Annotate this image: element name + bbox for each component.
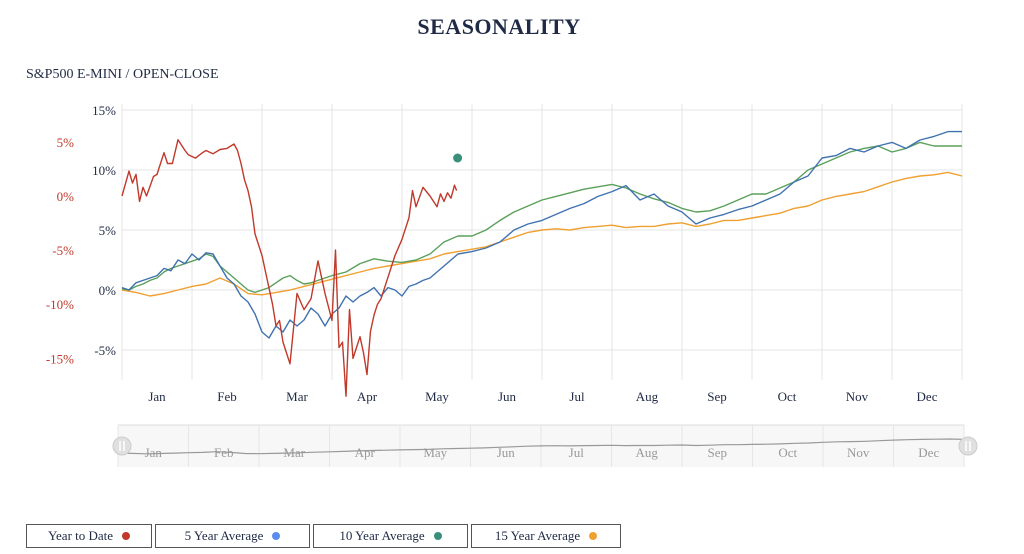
series-line-year-to-date <box>121 139 458 397</box>
legend-item-year-to-date[interactable]: Year to Date <box>26 524 152 548</box>
legend-item-10-year-average[interactable]: 10 Year Average <box>313 524 468 548</box>
navigator-month-label: Jul <box>569 445 585 460</box>
series-line-15-year-average <box>121 171 963 297</box>
right-axis-tick: 10% <box>92 163 116 178</box>
navigator-month-label: Jun <box>497 445 516 460</box>
navigator-month-label: May <box>423 445 447 460</box>
navigator-right-handle[interactable] <box>958 436 978 456</box>
month-axis: Jan Feb Mar Apr May Jun Jul Aug Sep Oct Nov Dec <box>148 389 937 404</box>
ytd-end-marker <box>453 153 463 163</box>
series-lines <box>121 130 963 397</box>
chart-subtitle: S&P500 E-MINI / OPEN-CLOSE <box>26 67 219 82</box>
left-axis-tick: -15% <box>46 351 74 366</box>
legend-item-5-year-average[interactable]: 5 Year Average <box>155 524 310 548</box>
right-axis: 15% 10% 5% 0% -5% <box>92 103 116 358</box>
right-axis-tick: 5% <box>99 223 117 238</box>
legend-label: 5 Year Average <box>184 528 264 543</box>
month-label: Sep <box>707 389 727 404</box>
chart-title: SEASONALITY <box>417 14 580 39</box>
legend-dot-icon <box>272 532 281 540</box>
legend-label: 15 Year Average <box>494 528 581 543</box>
series-line-10-year-average <box>121 141 962 294</box>
navigator-month-label: Apr <box>355 445 376 460</box>
navigator-series-line <box>117 438 965 455</box>
legend-dot-icon <box>122 532 131 540</box>
month-label: Mar <box>286 389 308 404</box>
month-label: Aug <box>636 389 659 404</box>
legend-label: Year to Date <box>47 528 114 543</box>
month-label: Apr <box>357 389 378 404</box>
left-axis-tick: 5% <box>57 135 75 150</box>
navigator-month-label: Dec <box>918 445 939 460</box>
right-axis-tick: 15% <box>92 103 116 118</box>
month-label: Jan <box>148 389 166 404</box>
navigator-month-label: Aug <box>636 445 659 460</box>
month-label: Oct <box>778 389 797 404</box>
month-label: May <box>425 389 449 404</box>
month-label: Nov <box>846 389 869 404</box>
month-label: Jul <box>569 389 585 404</box>
navigator-month-label: Jan <box>145 445 163 460</box>
month-label: Dec <box>917 389 938 404</box>
navigator-month-label: Oct <box>778 445 797 460</box>
month-label: Feb <box>217 389 237 404</box>
navigator[interactable]: Jan Feb Mar Apr May Jun Jul Aug Sep Oct Nov Dec <box>112 424 978 467</box>
navigator-left-handle[interactable] <box>112 436 132 456</box>
right-axis-tick: 0% <box>99 283 117 298</box>
navigator-grid <box>117 425 965 467</box>
legend-dot-icon <box>589 532 598 540</box>
right-axis-tick: -5% <box>94 343 116 358</box>
left-axis-tick: -5% <box>52 243 74 258</box>
left-axis-tick: -10% <box>46 297 74 312</box>
legend-item-15-year-average[interactable]: 15 Year Average <box>471 524 621 548</box>
navigator-month-label: Nov <box>847 445 870 460</box>
left-axis-tick: 0% <box>57 189 75 204</box>
legend-label: 10 Year Average <box>339 528 425 543</box>
navigator-month-label: Sep <box>708 445 728 460</box>
legend-dot-icon <box>433 532 442 540</box>
series-line-5-year-average <box>121 130 962 339</box>
left-axis: 5% 0% -5% -10% -15% <box>46 135 74 366</box>
grid <box>121 104 963 380</box>
month-label: Jun <box>498 389 517 404</box>
